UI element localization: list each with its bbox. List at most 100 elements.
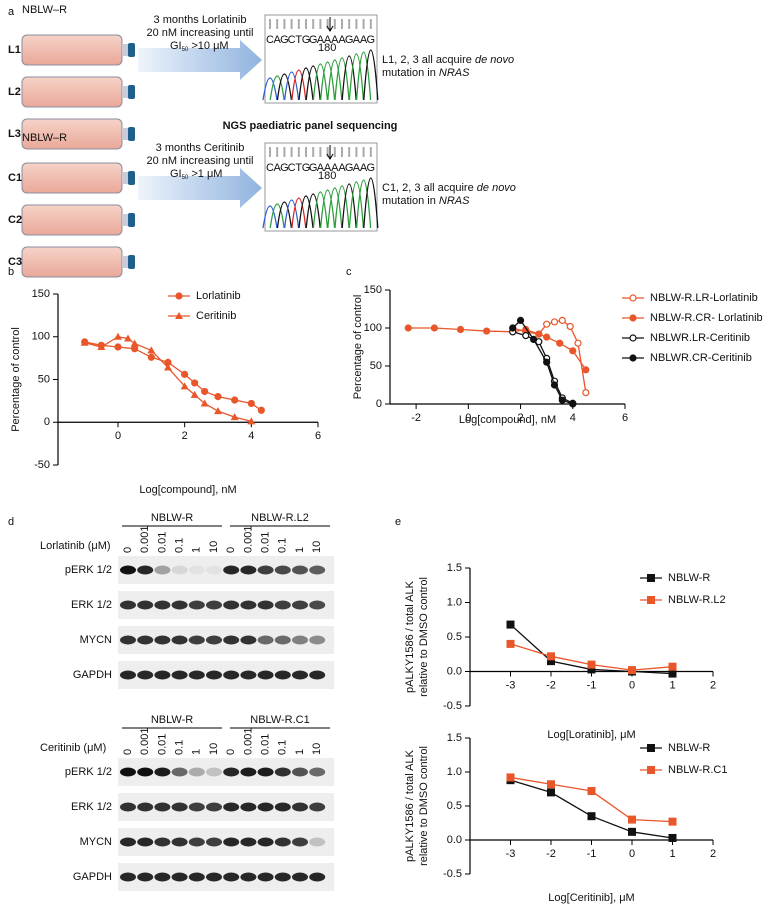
band (137, 872, 154, 882)
data-point (550, 318, 559, 326)
data-point (547, 657, 555, 666)
band (206, 872, 222, 882)
legend-marker (629, 334, 637, 342)
band (171, 635, 188, 645)
legend-label: Lorlatinib (196, 290, 241, 302)
concentration: 0.001 (139, 727, 151, 755)
quality-bar (348, 19, 351, 29)
base: T (295, 34, 302, 46)
clone-label: L2 (8, 86, 21, 98)
band (188, 670, 205, 680)
data-point (231, 396, 239, 404)
y-tick-label: 1.0 (447, 766, 462, 778)
peak (348, 53, 365, 101)
band (309, 565, 326, 575)
data-point (131, 345, 139, 353)
clone-label: C2 (8, 214, 22, 226)
data-point (147, 353, 155, 361)
data-point (506, 620, 515, 629)
base: A (317, 162, 325, 174)
band (257, 802, 274, 812)
threshold: GI (170, 168, 182, 180)
y-tick-label: 150 (32, 288, 50, 300)
band (223, 670, 240, 680)
mutation-arrow (326, 17, 334, 32)
quality-bar (290, 147, 293, 157)
data-point (114, 332, 122, 340)
band (257, 565, 274, 575)
quality-bar (355, 19, 358, 29)
band (223, 802, 240, 812)
concentration: 0.01 (156, 734, 168, 755)
quality-bar (269, 147, 271, 157)
band (137, 635, 154, 645)
peak (262, 205, 278, 229)
legend-marker (175, 292, 183, 300)
cell-line: NBLW–R (22, 4, 67, 16)
peak (334, 57, 350, 101)
data-point (530, 335, 538, 343)
band (240, 600, 257, 610)
band (154, 837, 171, 847)
band (292, 670, 308, 680)
quality-bar (290, 19, 293, 29)
x-tick-label: -2 (546, 848, 556, 860)
data-point (569, 347, 577, 355)
concentration: 0.01 (260, 734, 272, 755)
peak (327, 187, 343, 229)
legend-label: NBLW-R.C1 (668, 764, 728, 776)
band (274, 565, 291, 575)
base: C (266, 162, 274, 174)
band (223, 767, 240, 777)
base: T (295, 162, 302, 174)
result: mutation in (382, 67, 439, 79)
base: A (324, 34, 332, 46)
x-axis-label: Log[compound], nM (459, 414, 556, 426)
concentration: 1 (191, 547, 203, 553)
mutation-arrow (326, 145, 334, 160)
data-point (522, 332, 530, 340)
data-point (558, 316, 566, 324)
y-tick-label: -0.5 (443, 700, 462, 712)
quality-bar (312, 147, 315, 157)
concentration: 0 (225, 749, 237, 755)
legend-marker (647, 744, 655, 752)
band (206, 635, 222, 645)
treatment-text: 20 nM increasing until (146, 27, 253, 39)
band (292, 600, 308, 610)
concentration: 0 (122, 547, 134, 553)
y-tick-label: 1.5 (447, 732, 462, 744)
peak (341, 55, 357, 101)
data-point (543, 320, 551, 328)
legend-label: NBLW-R.L2 (668, 594, 726, 606)
quality-bar (341, 147, 343, 157)
band (240, 565, 257, 575)
band (257, 837, 274, 847)
treatment-label: Lorlatinib (μM) (40, 540, 111, 552)
flask-cap (128, 213, 135, 227)
band (309, 767, 326, 777)
data-point (191, 379, 199, 387)
y-tick-label: -0.5 (443, 868, 462, 880)
cell-line: NBLW–R (22, 132, 67, 144)
legend-marker (629, 314, 637, 322)
legend-marker (647, 596, 655, 604)
base: A (360, 162, 368, 174)
data-point (566, 322, 574, 331)
threshold: >1 μM (188, 168, 222, 180)
y-tick-label: 1.5 (447, 562, 462, 574)
result-italic: NRAS (439, 67, 470, 79)
series-line (512, 331, 574, 404)
data-point (569, 400, 577, 408)
threshold-sub: 50 (182, 47, 189, 53)
x-tick-label: -2 (411, 412, 421, 424)
data-point (430, 324, 438, 332)
data-point (124, 334, 132, 342)
quality-bar (319, 19, 322, 29)
y-axis-label: pALKY1586 / total ALK (404, 749, 416, 862)
flask-cap (128, 85, 135, 99)
quality-bar (326, 19, 329, 29)
data-point (628, 666, 636, 675)
treatment-label: Ceritinib (μM) (40, 742, 106, 754)
band (120, 565, 136, 575)
